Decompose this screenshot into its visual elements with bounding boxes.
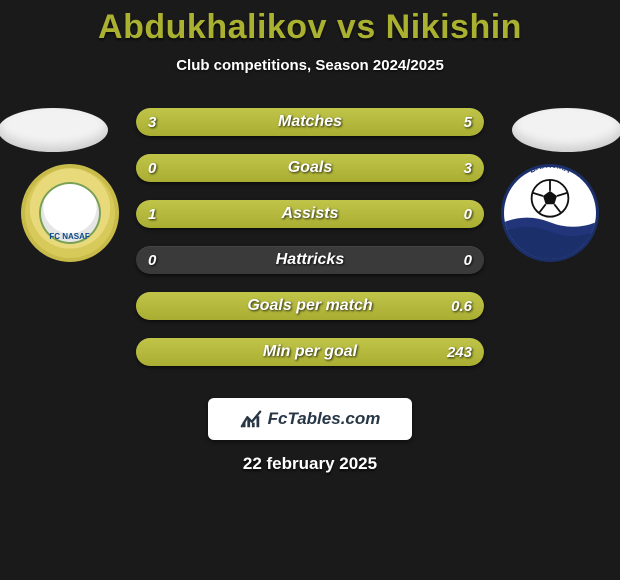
comparison-panel: FC NASAF БАЛТИКА [0, 96, 620, 396]
stat-label: Hattricks [136, 246, 484, 274]
stat-label: Matches [136, 108, 484, 136]
stat-label: Min per goal [136, 338, 484, 366]
stat-row: 0Goals3 [136, 154, 484, 182]
stat-row: 0Hattricks0 [136, 246, 484, 274]
left-club-badge-label: FC NASAF [39, 182, 101, 244]
stat-row: 1Assists0 [136, 200, 484, 228]
page-title: Abdukhalikov vs Nikishin [0, 8, 620, 47]
right-team-side: БАЛТИКА [500, 96, 620, 356]
stat-label: Assists [136, 200, 484, 228]
stat-value-right: 5 [464, 108, 472, 136]
stat-value-right: 0 [464, 246, 472, 274]
stat-value-right: 243 [447, 338, 472, 366]
date-label: 22 february 2025 [0, 454, 620, 474]
page-subtitle: Club competitions, Season 2024/2025 [0, 57, 620, 74]
right-country-flag [512, 108, 620, 152]
stat-row: Goals per match0.6 [136, 292, 484, 320]
stat-rows: 3Matches50Goals31Assists00Hattricks0Goal… [136, 108, 484, 384]
brand-chart-icon [240, 408, 262, 430]
stat-row: 3Matches5 [136, 108, 484, 136]
left-country-flag [0, 108, 108, 152]
stat-label: Goals per match [136, 292, 484, 320]
stat-row: Min per goal243 [136, 338, 484, 366]
page-root: Abdukhalikov vs Nikishin Club competitio… [0, 0, 620, 580]
right-club-badge: БАЛТИКА [501, 164, 599, 262]
stat-label: Goals [136, 154, 484, 182]
stat-value-right: 0.6 [451, 292, 472, 320]
stat-value-right: 0 [464, 200, 472, 228]
stat-value-right: 3 [464, 154, 472, 182]
left-team-side: FC NASAF [0, 96, 120, 356]
baltika-icon: БАЛТИКА [504, 167, 596, 259]
brand-pill[interactable]: FcTables.com [208, 398, 412, 440]
brand-text: FcTables.com [268, 409, 381, 429]
left-club-badge: FC NASAF [21, 164, 119, 262]
